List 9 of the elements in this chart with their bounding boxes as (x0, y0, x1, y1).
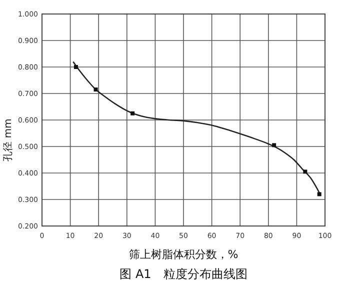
point (317, 192, 322, 196)
point (94, 88, 98, 92)
point (303, 170, 308, 174)
x-axis-title: 筛上树脂体积分数，% (128, 248, 238, 261)
y-axis-title: 孔径 mm (3, 118, 14, 162)
point (272, 143, 276, 148)
point (130, 111, 135, 116)
point (74, 65, 78, 69)
text: 图 A1 粒度分布曲线图 (120, 267, 248, 281)
